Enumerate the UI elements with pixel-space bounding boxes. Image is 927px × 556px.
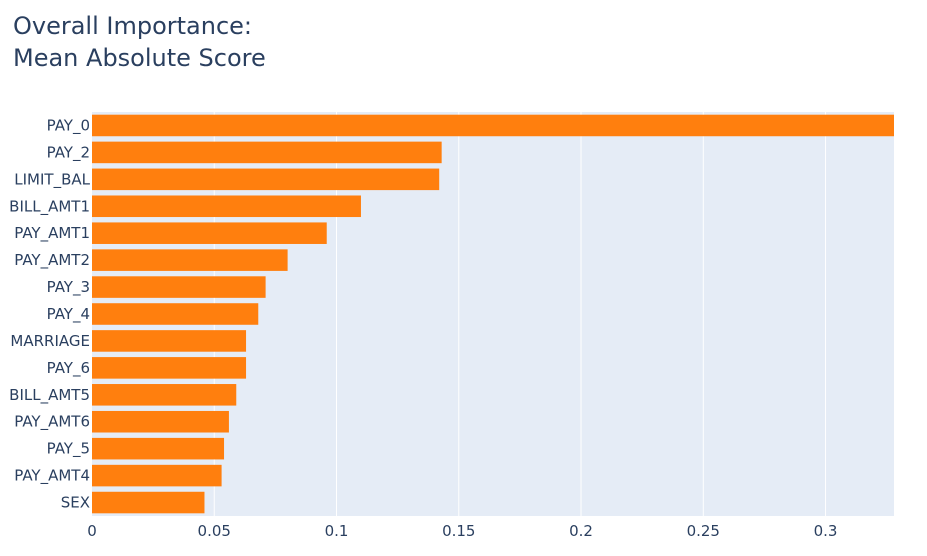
bar-pay-amt1 xyxy=(92,222,327,244)
x-tick-label: 0.3 xyxy=(814,522,838,540)
y-tick-label: LIMIT_BAL xyxy=(14,170,90,189)
bar-pay-0 xyxy=(92,114,894,137)
bar-pay-amt2 xyxy=(92,249,288,271)
bars xyxy=(92,114,894,514)
bar-bill-amt1 xyxy=(92,195,361,218)
y-tick-label: BILL_AMT5 xyxy=(9,386,90,405)
x-tick-label: 0.15 xyxy=(442,522,475,540)
bar-pay-amt4 xyxy=(92,464,222,487)
bar-marriage xyxy=(92,330,247,352)
y-tick-label: PAY_6 xyxy=(47,359,90,378)
x-tick-label: 0 xyxy=(87,522,97,540)
bar-pay-amt6 xyxy=(92,410,229,433)
y-tick-label: PAY_0 xyxy=(47,116,90,135)
x-tick-label: 0.1 xyxy=(325,522,349,540)
y-tick-label: PAY_2 xyxy=(47,143,90,162)
x-tick-label: 0.25 xyxy=(687,522,720,540)
y-tick-label: PAY_AMT1 xyxy=(14,224,90,243)
y-tick-label: PAY_5 xyxy=(47,440,90,459)
y-tick-label: SEX xyxy=(61,494,90,512)
y-tick-label: PAY_4 xyxy=(47,305,90,324)
bar-bill-amt5 xyxy=(92,384,237,406)
bar-pay-4 xyxy=(92,303,259,325)
y-tick-label: MARRIAGE xyxy=(10,332,90,350)
bar-pay-3 xyxy=(92,276,266,298)
y-axis-labels: PAY_0 PAY_2 LIMIT_BAL BILL_AMT1 PAY_AMT1 PAY_… xyxy=(9,116,90,511)
chart-title: Overall Importance: Mean Absolute Score xyxy=(13,10,266,74)
bar-pay-5 xyxy=(92,437,225,460)
chart-title-line-2: Mean Absolute Score xyxy=(13,44,266,72)
x-axis-labels: 0 0.05 0.1 0.15 0.2 0.25 0.3 xyxy=(87,522,837,540)
y-tick-label: PAY_3 xyxy=(47,278,90,297)
y-tick-label: PAY_AMT2 xyxy=(14,251,90,270)
bar-sex xyxy=(92,491,205,514)
y-tick-label: PAY_AMT4 xyxy=(14,467,90,486)
x-tick-label: 0.05 xyxy=(198,522,231,540)
y-tick-label: PAY_AMT6 xyxy=(14,413,90,432)
y-tick-label: BILL_AMT1 xyxy=(9,197,90,216)
x-tick-label: 0.2 xyxy=(569,522,593,540)
bar-pay-6 xyxy=(92,357,247,379)
bar-pay-2 xyxy=(92,141,442,164)
bar-limit-bal xyxy=(92,168,440,191)
chart-title-line-1: Overall Importance: xyxy=(13,12,253,40)
